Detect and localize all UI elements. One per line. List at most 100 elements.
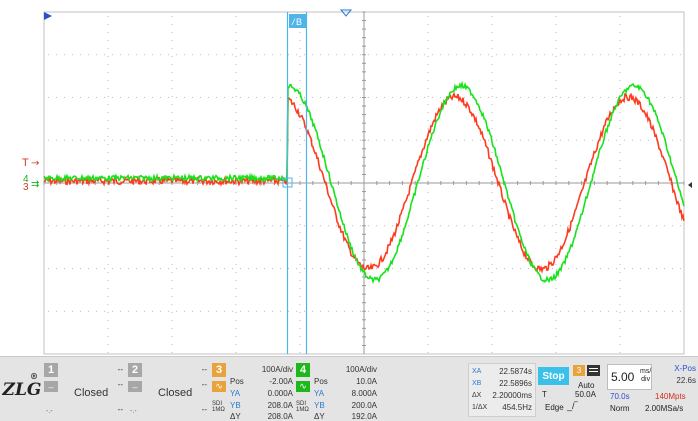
grid-dot	[504, 139, 505, 141]
grid-dot	[440, 54, 441, 56]
grid-dot	[376, 97, 377, 98]
grid-dot	[491, 200, 493, 201]
grid-dot	[200, 225, 201, 227]
grid-dot	[299, 248, 301, 249]
grid-dot	[171, 344, 173, 345]
trigger-type[interactable]: Edge	[545, 403, 564, 412]
grid-dot	[491, 120, 493, 121]
grid-dot	[408, 139, 409, 141]
grid-dot	[235, 232, 237, 233]
grid-dot	[171, 304, 173, 305]
grid-dot	[491, 104, 493, 105]
grid-dot	[491, 328, 493, 329]
grid-dot	[136, 97, 137, 98]
cursor-readout-panel[interactable]: XA 22.5874s XB 22.5896s ΔX 2.20000ms 1/Δ…	[468, 363, 536, 417]
grid-dot	[619, 128, 621, 129]
grid-dot	[208, 310, 209, 312]
grid-dot	[312, 54, 313, 56]
grid-dot	[288, 139, 289, 141]
grid-dot	[299, 128, 301, 129]
grid-dot	[664, 97, 665, 98]
grid-dot	[464, 97, 465, 98]
grid-dot	[288, 225, 289, 227]
grid-dot	[235, 56, 237, 57]
grid-dot	[376, 310, 377, 312]
grid-dot	[427, 200, 429, 201]
grid-dot	[171, 144, 173, 145]
grid-dot	[619, 72, 621, 73]
channel-3-dy: 208.0A	[267, 412, 293, 421]
grid-dot	[235, 304, 237, 305]
grid-dot	[555, 280, 557, 281]
trigger-panel[interactable]: 3 Auto	[570, 363, 606, 417]
grid-dot	[336, 97, 337, 98]
grid-dot	[144, 225, 145, 227]
grid-dot	[299, 96, 301, 97]
grid-dot	[328, 310, 329, 312]
grid-dot	[576, 97, 577, 98]
grid-dot	[555, 272, 557, 273]
grid-dot	[256, 268, 257, 269]
grid-dot	[368, 54, 369, 56]
grid-dot	[427, 120, 429, 121]
channel-3-coupling-icon: ∿	[212, 381, 226, 392]
grid-dot	[107, 328, 109, 329]
grid-dot	[171, 40, 173, 41]
channel-4-panel[interactable]: 4 100A/div ∿ Pos 10.0A YA 8.000A YB 200.…	[296, 363, 377, 421]
grid-dot	[568, 139, 569, 141]
grid-dot	[107, 96, 109, 97]
grid-dot	[120, 54, 121, 56]
grid-dot	[491, 16, 493, 17]
grid-dot	[88, 225, 89, 227]
trigger-position-marker[interactable]	[339, 9, 353, 17]
channel-1-panel[interactable]: 1 -- – -- Closed -.- --	[44, 363, 123, 415]
channel-3-scale: 100A/div	[261, 365, 293, 374]
grid-dot	[619, 144, 621, 145]
grid-dot	[555, 296, 557, 297]
run-stop-button[interactable]: Stop	[538, 367, 569, 385]
x-position[interactable]: X-Pos 22.6s	[654, 364, 696, 385]
grid-dot	[299, 112, 301, 113]
right-scroll-marker[interactable]	[688, 182, 692, 188]
grid-dot	[224, 310, 225, 312]
grid-dot	[107, 200, 109, 201]
grid-dot	[555, 152, 557, 153]
channel-4-number: 4	[296, 363, 310, 377]
grid-dot	[235, 24, 237, 25]
grid-dot	[491, 112, 493, 113]
channel-3-panel[interactable]: 3 100A/div ∿ Pos -2.00A YA 0.000A YB 208…	[212, 363, 293, 421]
timebase-control[interactable]: 5.00 ms/div	[607, 364, 652, 390]
grid-dot	[552, 225, 553, 227]
grid-dot	[427, 256, 429, 257]
grid-dot	[120, 310, 121, 312]
grid-dot	[299, 136, 301, 137]
ch3-marker[interactable]: 3	[23, 182, 29, 193]
grid-dot	[536, 225, 537, 227]
grid-dot	[280, 225, 281, 227]
grid-dot	[619, 208, 621, 209]
grid-dot	[64, 97, 65, 98]
grid-dot	[427, 64, 429, 65]
trigger-level-arrow-icon[interactable]: →	[31, 158, 39, 169]
grid-dot	[584, 54, 585, 56]
grid-dot	[528, 268, 529, 269]
grid-dot	[107, 256, 109, 257]
left-scroll-marker[interactable]	[44, 12, 52, 20]
ch4-marker[interactable]: 4	[23, 174, 29, 185]
grid-dot	[240, 54, 241, 56]
grid-dot	[299, 72, 301, 73]
grid-dot	[107, 280, 109, 281]
grid-dot	[128, 225, 129, 227]
grid-dot	[427, 80, 429, 81]
grid-dot	[152, 97, 153, 98]
grid-dot	[491, 176, 493, 177]
grid-dot	[427, 216, 429, 217]
acquisition-mode[interactable]: Norm	[610, 404, 630, 413]
cursor-b-tag[interactable]	[289, 14, 306, 28]
channel-2-panel[interactable]: 2 -- – -- Closed -.- --	[128, 363, 207, 415]
grid-dot	[144, 310, 145, 312]
grid-dot	[107, 224, 109, 225]
grid-dot	[208, 225, 209, 227]
grid-dot	[616, 54, 617, 56]
grid-dot	[299, 152, 301, 153]
